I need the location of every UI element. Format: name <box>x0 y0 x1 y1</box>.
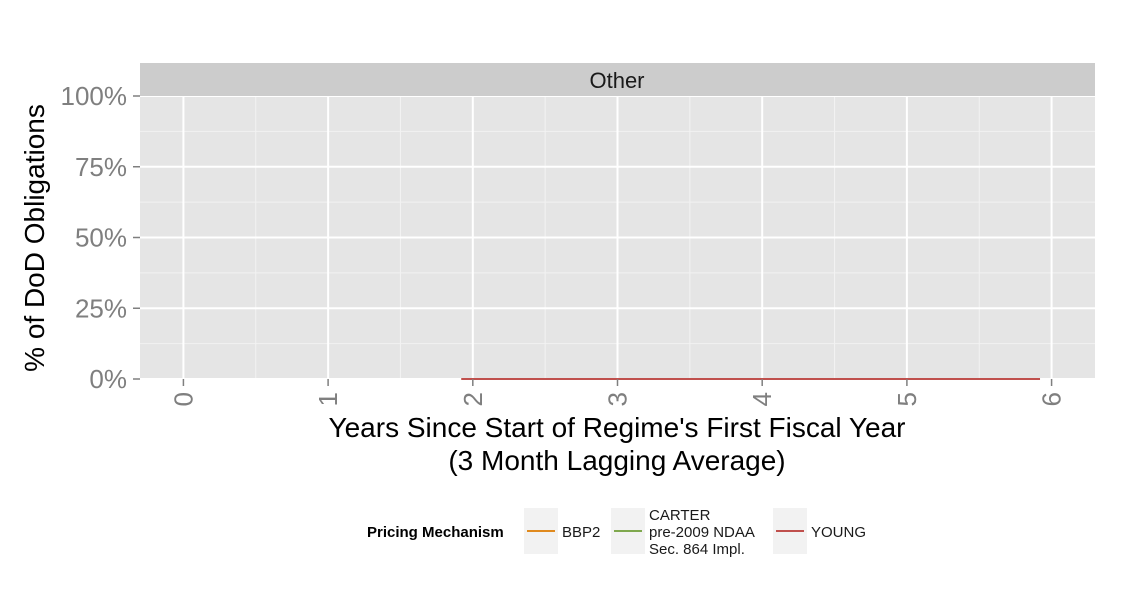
legend-label: Sec. 864 Impl. <box>649 541 745 558</box>
y-tick-label: 0% <box>89 364 127 394</box>
panel-strip <box>140 63 1095 96</box>
legend-label: pre-2009 NDAA <box>649 524 755 541</box>
y-axis-title: % of DoD Obligations <box>19 104 50 372</box>
legend-label: BBP2 <box>562 524 600 541</box>
x-tick-label: 2 <box>458 392 488 406</box>
legend-title: Pricing Mechanism <box>367 524 504 541</box>
y-tick-label: 25% <box>75 293 127 323</box>
x-tick-label: 0 <box>168 392 198 406</box>
x-tick-label: 3 <box>603 392 633 406</box>
y-tick-label: 50% <box>75 223 127 253</box>
x-axis-ticks: 0 1 2 3 4 5 6 <box>168 379 1067 406</box>
x-tick-label: 1 <box>313 392 343 406</box>
x-axis-title-line1: Years Since Start of Regime's First Fisc… <box>329 412 906 443</box>
legend-label: CARTER <box>649 507 711 524</box>
x-tick-label: 4 <box>747 392 777 406</box>
x-tick-label: 6 <box>1037 392 1067 406</box>
legend-label: YOUNG <box>811 524 866 541</box>
x-axis-title-line2: (3 Month Lagging Average) <box>448 445 785 476</box>
y-axis-ticks: 0% 25% 50% 75% 100% <box>61 81 140 394</box>
panel-strip-label: Other <box>589 68 644 93</box>
y-tick-label: 75% <box>75 152 127 182</box>
y-tick-label: 100% <box>61 81 128 111</box>
x-tick-label: 5 <box>892 392 922 406</box>
